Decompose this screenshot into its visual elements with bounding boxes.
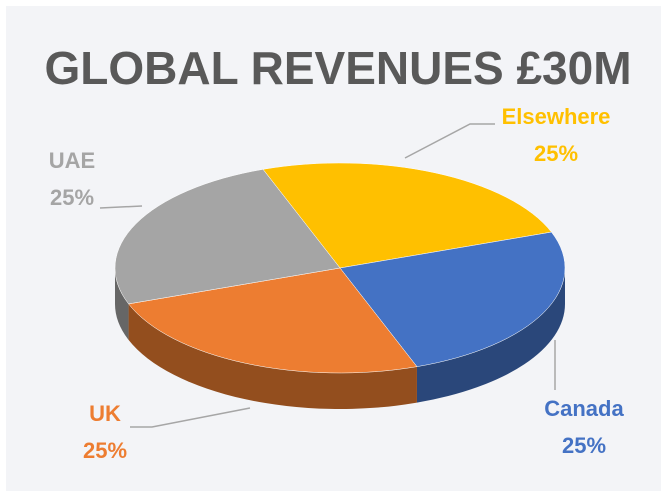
slice-value-label: 25% xyxy=(562,433,606,458)
leader-line xyxy=(404,123,495,159)
slice-side xyxy=(128,303,417,410)
slice-label: UAE xyxy=(49,148,95,173)
slice-side xyxy=(115,268,129,340)
slice-side xyxy=(416,268,565,403)
pie-slice xyxy=(114,169,341,305)
slice-label: Canada xyxy=(544,396,624,421)
slice-value-label: 25% xyxy=(534,141,578,166)
leader-line xyxy=(130,407,251,428)
pie-slice xyxy=(128,267,418,374)
pie-slice xyxy=(339,231,566,367)
pie-slice xyxy=(262,162,552,269)
slice-label: Elsewhere xyxy=(502,104,611,129)
slice-value-label: 25% xyxy=(50,185,94,210)
slice-label: UK xyxy=(89,401,121,426)
slice-value-label: 25% xyxy=(83,438,127,463)
chart-title: GLOBAL REVENUES £30M xyxy=(44,42,631,94)
leader-line xyxy=(99,205,143,209)
